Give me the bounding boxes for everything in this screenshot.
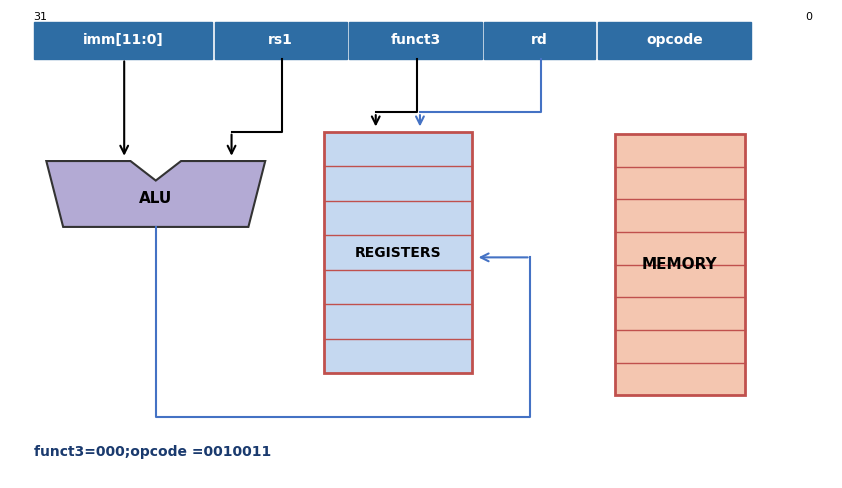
- Text: rs1: rs1: [269, 33, 293, 47]
- Bar: [349, 22, 482, 59]
- Text: funct3=000;opcode =0010011: funct3=000;opcode =0010011: [34, 445, 271, 459]
- Text: imm[11:0]: imm[11:0]: [83, 33, 163, 47]
- Bar: [598, 22, 751, 59]
- Bar: [324, 132, 472, 373]
- Text: REGISTERS: REGISTERS: [354, 245, 441, 260]
- Bar: [615, 134, 745, 395]
- Text: 31: 31: [34, 12, 48, 22]
- Polygon shape: [46, 161, 265, 227]
- Text: rd: rd: [531, 33, 548, 47]
- Text: funct3: funct3: [391, 33, 440, 47]
- Bar: [34, 22, 212, 59]
- Text: MEMORY: MEMORY: [642, 257, 717, 272]
- Text: ALU: ALU: [139, 191, 173, 206]
- Bar: [215, 22, 347, 59]
- Bar: [484, 22, 595, 59]
- Text: 0: 0: [806, 12, 813, 22]
- Text: opcode: opcode: [646, 33, 703, 47]
